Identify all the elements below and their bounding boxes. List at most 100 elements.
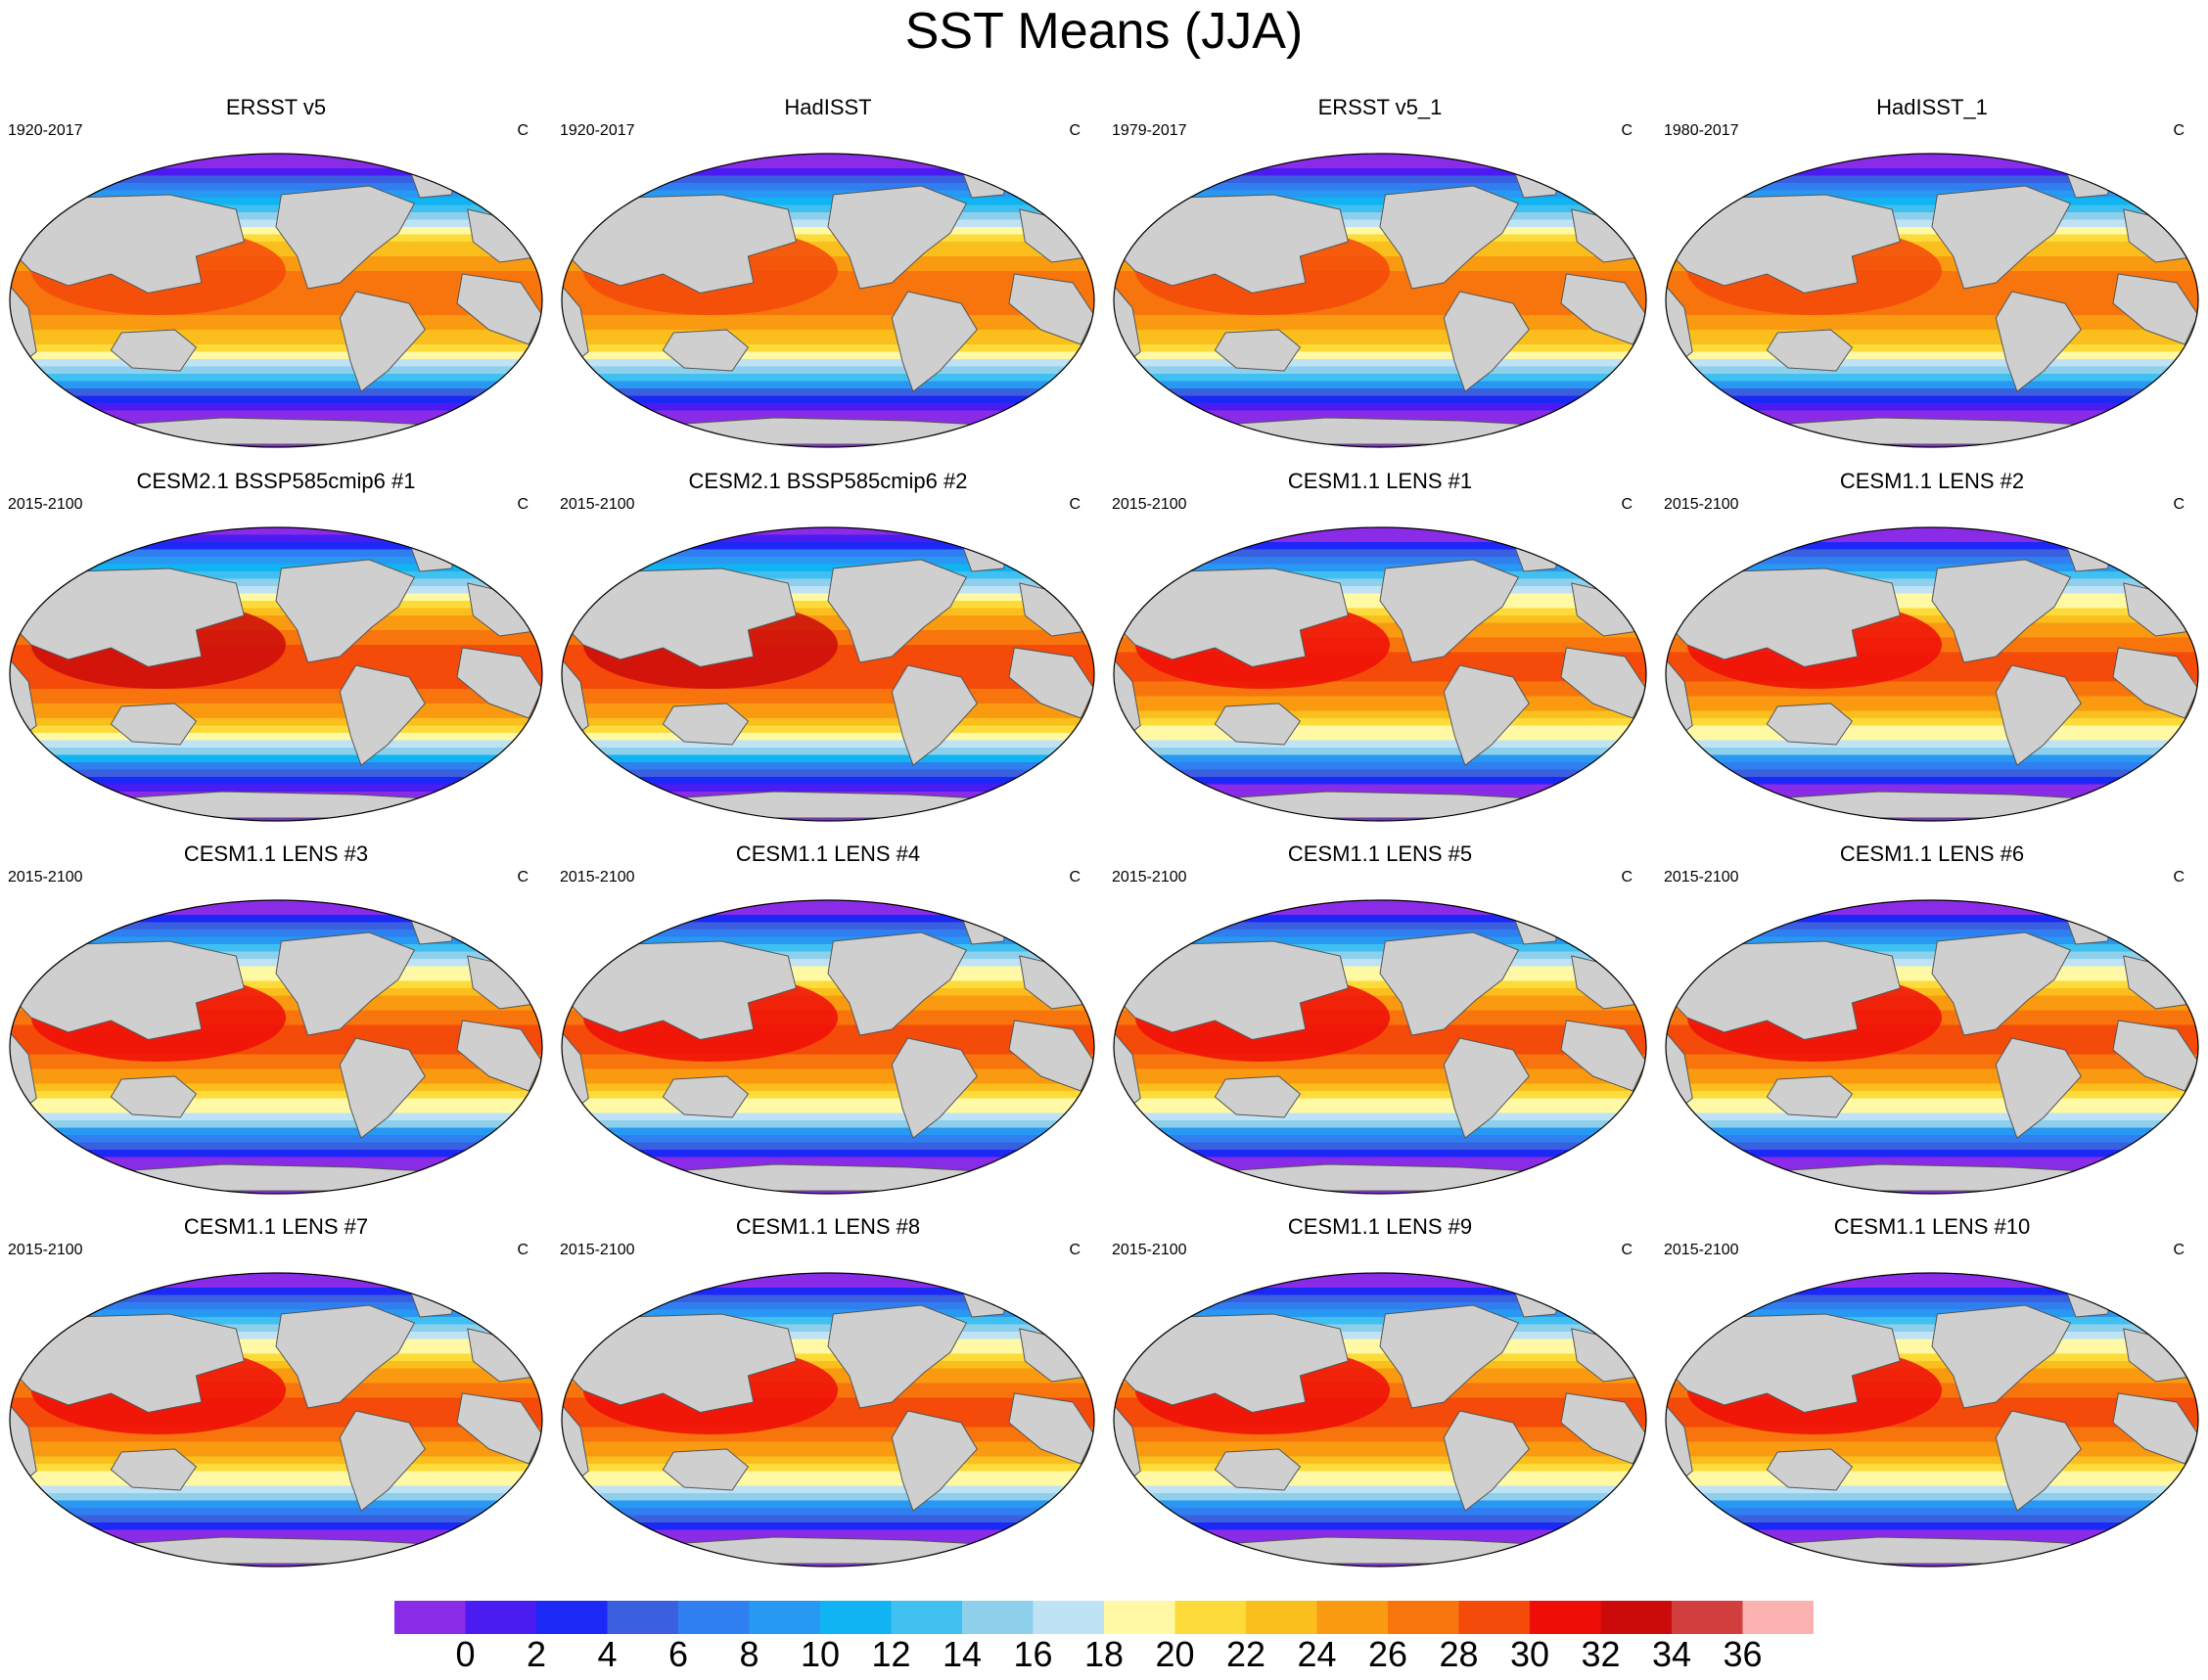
landmass-australia	[1766, 1075, 1854, 1118]
colorbar-tick-label: 2	[526, 1634, 547, 1674]
colorbar-tick-label: 18	[1083, 1634, 1125, 1674]
landmass-southamerica	[1995, 1037, 2082, 1139]
landmass-australia	[1766, 703, 1854, 746]
landmass-africaE	[1560, 647, 1646, 719]
map-outline	[1665, 153, 2199, 448]
colorbar-swatch	[1246, 1601, 1317, 1634]
map-panel: CESM1.1 LENS #3 2015-2100 C	[0, 840, 552, 1211]
colorbar-tick-label: 10	[800, 1634, 841, 1674]
map-panel: CESM2.1 BSSP585cmip6 #1 2015-2100 C	[0, 467, 552, 839]
colorbar-tick-label: 16	[1013, 1634, 1053, 1674]
landmass-asia	[1114, 194, 1349, 295]
colorbar-swatch	[678, 1601, 750, 1634]
colorbar-swatch	[820, 1601, 892, 1634]
landmass-australia	[1214, 1448, 1302, 1491]
landmass-northamerica	[1931, 185, 2072, 290]
landmass-australia	[1214, 703, 1302, 746]
colorbar-tick-label: 0	[455, 1634, 476, 1674]
landmass-southamerica	[339, 1037, 426, 1139]
landmass-asia	[562, 194, 797, 295]
landmass-southamerica	[891, 1410, 978, 1512]
panel-units: C	[1069, 496, 1081, 513]
colorbar-tick-label: 8	[739, 1634, 759, 1674]
landmass-asia	[562, 568, 797, 668]
sst-map	[1113, 1272, 1647, 1567]
landmass-asia	[10, 568, 245, 668]
map-outline	[561, 153, 1095, 448]
panel-units: C	[2173, 122, 2185, 139]
colorbar-tick-label: 24	[1297, 1634, 1337, 1674]
panel-title: CESM1.1 LENS #3	[183, 841, 369, 866]
landmass-australia	[110, 703, 198, 746]
landmass-australia	[662, 703, 750, 746]
landmass-northamerica	[827, 559, 968, 663]
colorbar-swatch	[1742, 1601, 1814, 1634]
landmass-africaE	[1560, 1392, 1646, 1465]
colorbar-swatch	[1530, 1601, 1601, 1634]
map-outline	[561, 899, 1095, 1195]
landmass-australia	[1766, 1448, 1854, 1491]
map-outline	[9, 526, 543, 822]
sst-map	[9, 153, 543, 448]
map-panel: CESM1.1 LENS #6 2015-2100 C	[1656, 840, 2208, 1211]
landmass-africaE	[456, 273, 542, 345]
colorbar-tick-label: 34	[1651, 1634, 1692, 1674]
panel-period: 1980-2017	[1664, 122, 1739, 139]
landmass-australia	[662, 1448, 750, 1491]
landmass-africaE	[456, 647, 542, 719]
sst-map	[561, 1272, 1095, 1567]
landmass-northamerica	[275, 1304, 416, 1409]
panel-title: HadISST	[784, 95, 872, 119]
panel-units: C	[1069, 122, 1081, 139]
map-outline	[9, 153, 543, 448]
colorbar-tick-label: 6	[667, 1634, 689, 1674]
colorbar-swatch	[1174, 1601, 1247, 1634]
sst-map	[1665, 899, 2199, 1195]
landmass-northamerica	[827, 185, 968, 290]
colorbar-tick-label: 12	[871, 1634, 911, 1674]
map-outline	[1113, 1272, 1647, 1567]
landmass-northamerica	[827, 1304, 968, 1409]
panel-units: C	[517, 496, 529, 513]
landmass-australia	[662, 1075, 750, 1118]
panel-period: 2015-2100	[1664, 1242, 1739, 1258]
map-panel: CESM1.1 LENS #5 2015-2100 C	[1104, 840, 1656, 1211]
sst-map	[561, 153, 1095, 448]
landmass-southamerica	[339, 1410, 426, 1512]
map-panel: CESM1.1 LENS #4 2015-2100 C	[552, 840, 1104, 1211]
landmass-asia	[1114, 940, 1349, 1041]
colorbar-tick-label: 20	[1155, 1634, 1195, 1674]
landmass-australia	[110, 1075, 198, 1118]
landmass-northamerica	[1931, 559, 2072, 663]
map-panel: CESM1.1 LENS #1 2015-2100 C	[1104, 467, 1656, 839]
landmass-northamerica	[275, 559, 416, 663]
panel-title: CESM1.1 LENS #8	[735, 1214, 921, 1239]
landmass-southamerica	[339, 664, 426, 766]
sst-map	[1665, 1272, 2199, 1567]
panel-period: 2015-2100	[1664, 496, 1739, 513]
panel-period: 2015-2100	[1112, 496, 1187, 513]
map-panel: HadISST_1 1980-2017 C	[1656, 93, 2208, 465]
colorbar-tick-label: 4	[597, 1634, 618, 1674]
colorbar-swatch	[1316, 1601, 1389, 1634]
landmass-africaE	[456, 1020, 542, 1092]
panel-period: 1979-2017	[1112, 122, 1187, 139]
panel-units: C	[1621, 496, 1633, 513]
panel-period: 2015-2100	[1664, 869, 1739, 885]
panel-units: C	[517, 869, 529, 885]
landmass-southamerica	[1443, 664, 1530, 766]
colorbar-tick-label: 26	[1367, 1634, 1408, 1674]
colorbar-tick-label: 22	[1225, 1634, 1266, 1674]
panel-title: CESM1.1 LENS #4	[735, 841, 921, 866]
landmass-northamerica	[275, 185, 416, 290]
panel-period: 2015-2100	[8, 1242, 83, 1258]
colorbar-swatch	[962, 1601, 1034, 1634]
landmass-africaE	[2112, 647, 2198, 719]
landmass-africaE	[1008, 1020, 1094, 1092]
colorbar-swatch	[465, 1601, 537, 1634]
landmass-asia	[562, 940, 797, 1041]
landmass-africaE	[1008, 1392, 1094, 1465]
colorbar-swatch	[749, 1601, 821, 1634]
colorbar-swatch	[536, 1601, 608, 1634]
landmass-southamerica	[891, 1037, 978, 1139]
